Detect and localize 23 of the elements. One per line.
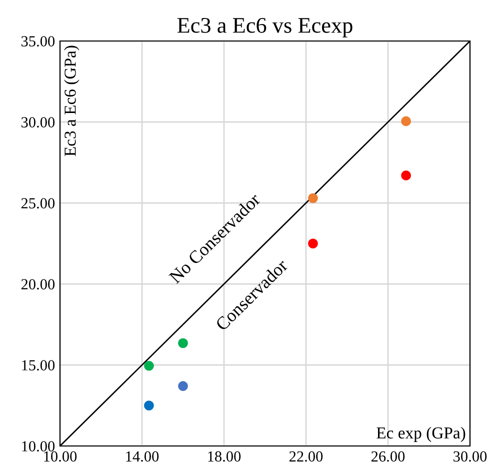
chart-title: Ec3 a Ec6 vs Ecexp: [177, 18, 352, 38]
y-tick-label: 20.00: [21, 279, 55, 290]
y-tick-label: 10.00: [22, 441, 55, 452]
x-axis-title: Ec exp (GPa): [376, 426, 466, 442]
x-tick-label: 18.00: [208, 451, 241, 462]
point: [401, 170, 411, 180]
x-tick-label: 14.00: [126, 451, 159, 462]
point: [178, 338, 188, 348]
point: [401, 116, 411, 126]
x-tick-label: 26.00: [371, 451, 405, 462]
y-tick-label: 35.00: [21, 36, 55, 47]
point: [308, 193, 318, 204]
y-tick-label: 25.00: [21, 198, 55, 209]
x-tick-label: 10.00: [44, 451, 77, 462]
y-axis-title: Ec3 a Ec6 (GPa): [64, 46, 80, 156]
y-tick-label: 15.00: [22, 360, 55, 371]
point: [308, 238, 318, 248]
point: [144, 400, 154, 410]
point: [144, 360, 154, 371]
x-tick-label: 22.00: [289, 451, 323, 462]
y-tick-label: 30.00: [21, 117, 55, 128]
x-tick-label: 30.00: [454, 451, 487, 462]
point: [178, 381, 188, 391]
